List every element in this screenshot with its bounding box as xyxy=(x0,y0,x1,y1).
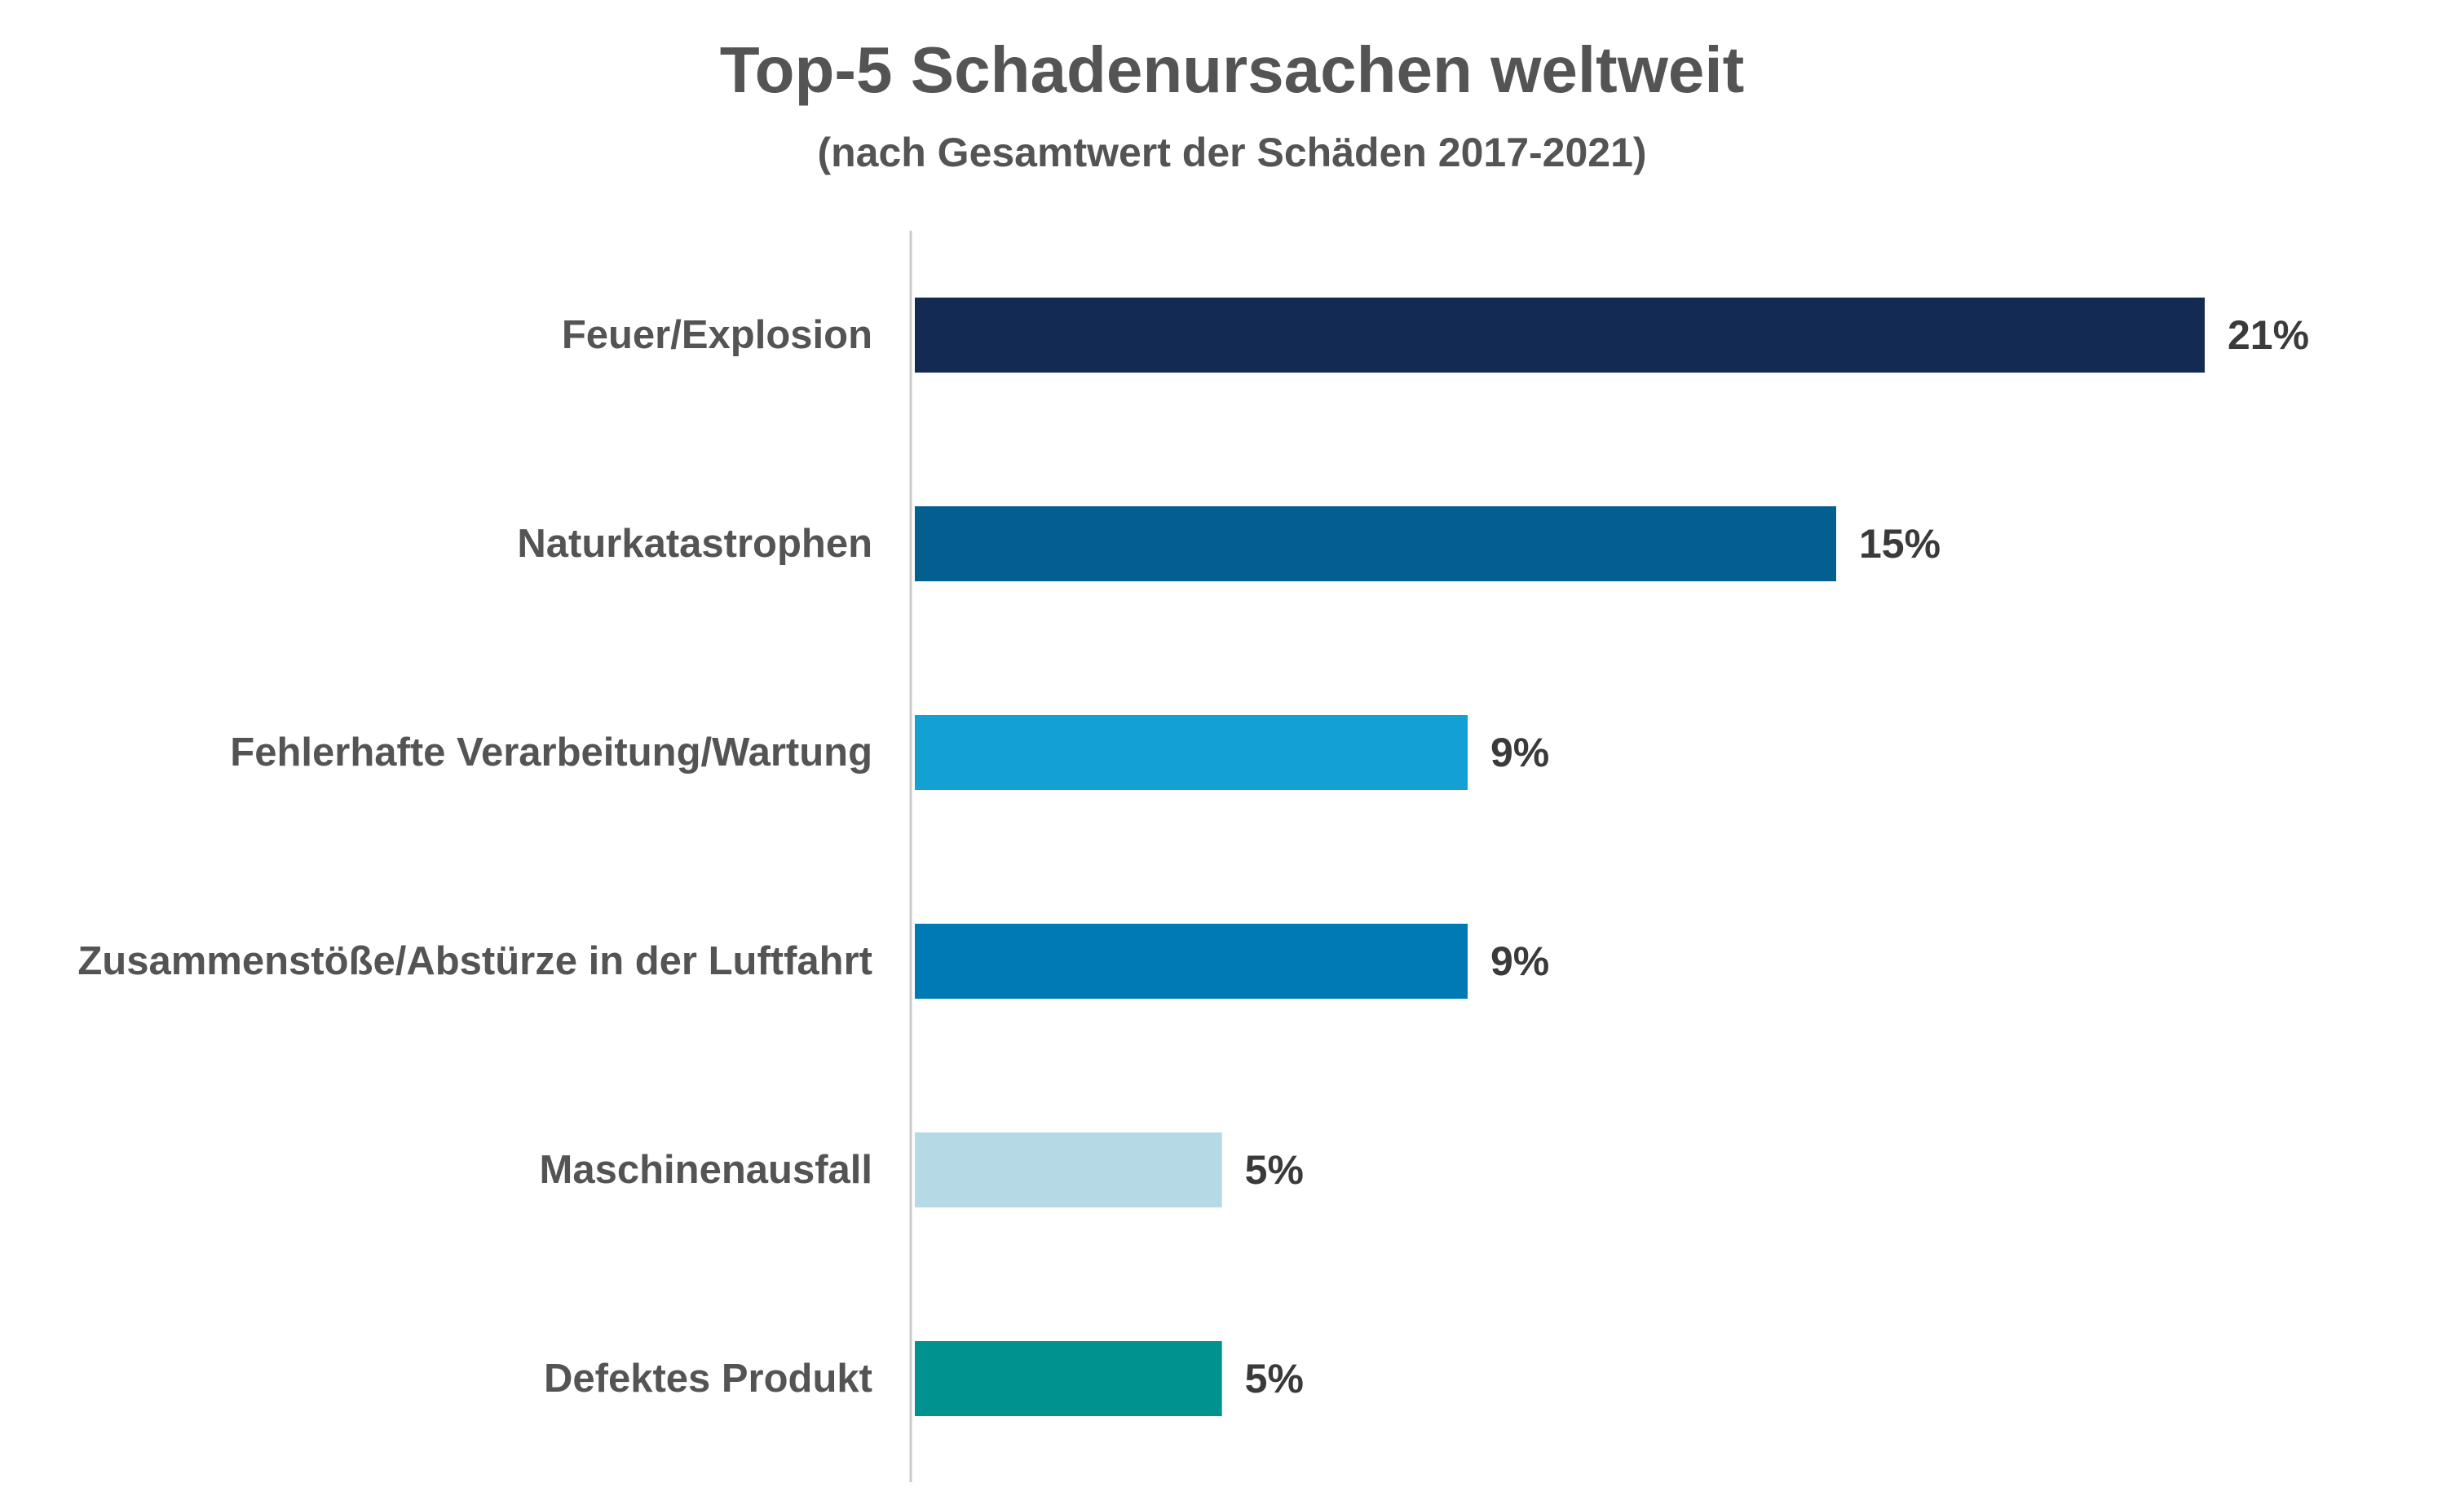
value-label: 9% xyxy=(1490,730,1549,775)
bar xyxy=(915,298,2205,373)
category-label: Zusammenstöße/Abstürze in der Luftfahrt xyxy=(77,939,872,983)
bar xyxy=(915,506,1836,581)
bar xyxy=(915,1341,1222,1416)
category-label: Maschinenausfall xyxy=(540,1148,872,1192)
bar xyxy=(915,924,1468,999)
bar xyxy=(915,715,1468,790)
category-label: Fehlerhafte Verarbeitung/Wartung xyxy=(230,730,872,775)
value-label: 15% xyxy=(1859,521,1941,567)
value-label: 5% xyxy=(1245,1356,1304,1401)
value-label: 21% xyxy=(2228,312,2309,358)
category-label: Feuer/Explosion xyxy=(562,313,872,357)
category-label: Naturkatastrophen xyxy=(517,522,872,566)
category-label: Defektes Produkt xyxy=(544,1357,872,1401)
value-label: 5% xyxy=(1245,1147,1304,1193)
chart-subtitle: (nach Gesamtwert der Schäden 2017-2021) xyxy=(817,130,1647,175)
chart-title: Top-5 Schadenursachen weltweit xyxy=(719,33,1745,106)
bar xyxy=(915,1132,1222,1207)
value-label: 9% xyxy=(1490,938,1549,984)
